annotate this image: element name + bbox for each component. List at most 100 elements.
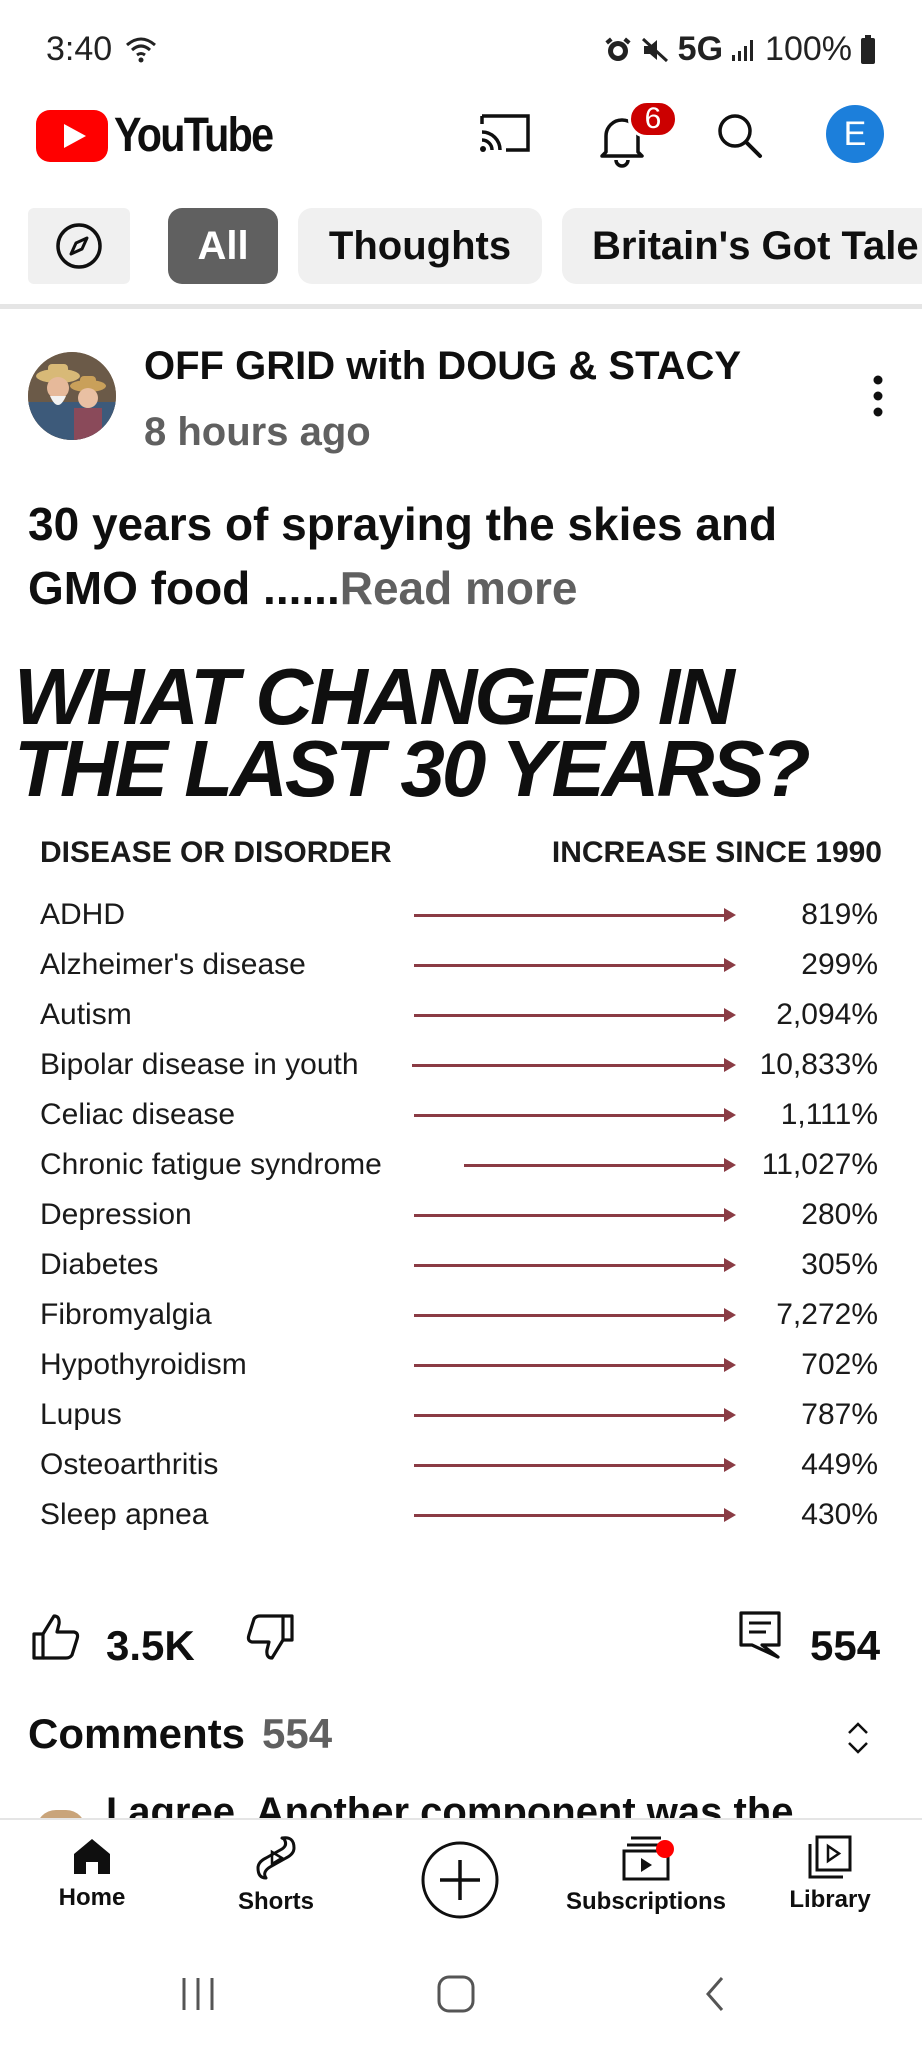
disease-name: Hypothyroidism	[40, 1348, 247, 1381]
system-navigation-bar	[0, 1940, 922, 2048]
arrow-line	[414, 908, 736, 922]
disease-name: Sleep apnea	[40, 1498, 209, 1531]
column-header-disease: DISEASE OR DISORDER	[40, 836, 392, 869]
nav-create-button[interactable]	[380, 1840, 540, 1920]
arrow-line	[464, 1158, 736, 1172]
arrow-line	[414, 1008, 736, 1022]
like-icon[interactable]	[30, 1612, 82, 1667]
comments-heading[interactable]: Comments	[28, 1710, 246, 1757]
increase-value: 7,272%	[776, 1298, 878, 1331]
increase-value: 11,027%	[761, 1148, 878, 1181]
disease-row: Celiac disease 1,111%	[0, 1092, 922, 1142]
more-options-icon[interactable]	[872, 374, 884, 423]
disease-name: Diabetes	[40, 1248, 159, 1281]
home-button-icon[interactable]	[436, 1974, 476, 2019]
alarm-icon	[604, 36, 632, 64]
disease-name: Alzheimer's disease	[40, 948, 306, 981]
post-actions: 3.5K 554	[0, 1600, 922, 1690]
youtube-logo[interactable]: YouTube	[36, 108, 298, 163]
nav-shorts[interactable]: Shorts	[196, 1834, 356, 1916]
header-divider	[0, 304, 922, 309]
back-button-icon[interactable]	[700, 1974, 730, 2019]
nav-home-label: Home	[58, 1884, 126, 1911]
nav-shorts-label: Shorts	[237, 1888, 314, 1915]
nav-library-label: Library	[789, 1886, 871, 1913]
nav-subscriptions-label: Subscriptions	[565, 1888, 727, 1915]
like-count: 3.5K	[106, 1622, 195, 1669]
chip-thoughts[interactable]: Thoughts	[298, 208, 542, 284]
comment-count: 554	[810, 1622, 881, 1669]
recent-apps-icon[interactable]	[178, 1974, 218, 2019]
arrow-line	[414, 1358, 736, 1372]
expand-comments-icon[interactable]	[846, 1718, 870, 1763]
disease-name: Chronic fatigue syndrome	[40, 1148, 382, 1181]
disease-row: Lupus 787%	[0, 1392, 922, 1442]
wifi-icon	[124, 34, 158, 69]
column-header-increase: INCREASE SINCE 1990	[551, 836, 882, 869]
infographic-title-line2: THE LAST 30 YEARS?	[14, 724, 811, 813]
nav-library[interactable]: Library	[750, 1834, 910, 1914]
increase-value: 280%	[801, 1198, 878, 1231]
library-icon	[808, 1835, 852, 1879]
arrow-line	[414, 1458, 736, 1472]
mute-icon	[640, 36, 670, 64]
disease-name: ADHD	[40, 898, 126, 931]
post-text: 30 years of spraying the skies and GMO f…	[28, 492, 888, 620]
post-image[interactable]: WHAT CHANGED IN THE LAST 30 YEARS? DISEA…	[0, 648, 922, 1548]
increase-value: 787%	[801, 1398, 878, 1431]
increase-value: 430%	[801, 1498, 878, 1531]
read-more-link[interactable]: Read more	[339, 562, 578, 614]
chip-all[interactable]: All	[168, 208, 278, 284]
network-label: 5G	[677, 30, 724, 68]
status-time: 3:40	[46, 30, 113, 68]
increase-value: 305%	[801, 1248, 878, 1281]
post-body: 30 years of spraying the skies and GMO f…	[28, 498, 778, 614]
infographic-title-line1: WHAT CHANGED IN	[14, 652, 735, 741]
disease-name: Celiac disease	[40, 1098, 236, 1131]
youtube-wordmark: YouTube	[114, 109, 274, 162]
channel-avatar[interactable]	[28, 352, 116, 440]
disease-name: Depression	[40, 1198, 192, 1231]
arrow-line	[414, 1208, 736, 1222]
explore-chip[interactable]	[28, 208, 130, 284]
increase-value: 299%	[801, 948, 878, 981]
compass-icon	[56, 223, 102, 269]
arrow-line	[414, 1508, 736, 1522]
filter-chips: All Thoughts Britain's Got Tale	[0, 208, 922, 288]
disease-row: Diabetes 305%	[0, 1242, 922, 1292]
battery-label: 100%	[765, 30, 852, 68]
nav-home[interactable]: Home	[12, 1834, 172, 1912]
arrow-line	[414, 1258, 736, 1272]
disease-row: Osteoarthritis 449%	[0, 1442, 922, 1492]
comment-icon[interactable]	[738, 1610, 782, 1665]
channel-name[interactable]: OFF GRID with DOUG & STACY	[144, 344, 742, 388]
new-content-dot	[656, 1840, 674, 1858]
disease-row: Bipolar disease in youth 10,833%	[0, 1042, 922, 1092]
account-avatar[interactable]: E	[826, 105, 884, 163]
arrow-line	[414, 1108, 736, 1122]
top-comment-preview[interactable]: I agree. Another component was the	[106, 1790, 794, 1822]
signal-icon	[731, 37, 757, 63]
search-icon[interactable]	[714, 110, 766, 167]
disease-name: Osteoarthritis	[40, 1448, 219, 1481]
arrow-line	[412, 1058, 736, 1072]
youtube-play-icon	[36, 109, 108, 162]
cast-icon[interactable]	[478, 110, 532, 161]
increase-value: 1,111%	[780, 1098, 878, 1131]
increase-value: 449%	[801, 1448, 878, 1481]
nav-subscriptions[interactable]: Subscriptions	[566, 1834, 726, 1916]
dislike-icon[interactable]	[244, 1612, 296, 1667]
app-header: YouTube 6 E	[0, 100, 922, 200]
bottom-navigation: Home Shorts Subscriptions Library	[0, 1818, 922, 1938]
chip-britains-got-talent[interactable]: Britain's Got Tale	[562, 208, 922, 284]
disease-row: Autism 2,094%	[0, 992, 922, 1042]
disease-row: Fibromyalgia 7,272%	[0, 1292, 922, 1342]
status-indicators: 5G 100%	[604, 30, 876, 69]
disease-name: Fibromyalgia	[40, 1298, 212, 1331]
notifications-bell-icon[interactable]	[596, 110, 648, 173]
disease-name: Lupus	[40, 1398, 122, 1431]
increase-value: 819%	[801, 898, 878, 931]
arrow-line	[414, 1408, 736, 1422]
disease-name: Autism	[40, 998, 132, 1031]
shorts-icon	[256, 1836, 296, 1880]
